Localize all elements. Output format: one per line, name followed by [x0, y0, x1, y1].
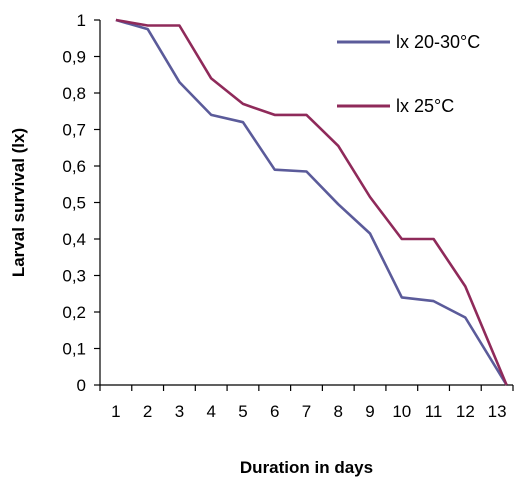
x-axis-ticks: 1 2 3 4 5 6 7 8 9 10 11 12 13 — [99, 385, 514, 421]
chart-axes — [99, 20, 513, 386]
y-tick-label: 0,8 — [62, 84, 86, 103]
series-line-1 — [115, 18, 508, 386]
y-tick-label: 0,5 — [62, 194, 86, 213]
y-tick-label: 0 — [77, 376, 86, 395]
y-tick-label: 0,7 — [62, 121, 86, 140]
y-tick-label: 1 — [77, 11, 86, 30]
y-axis-ticks: 0 0,1 0,2 0,3 0,4 0,5 0,6 0,7 0,8 0,9 1 — [62, 11, 100, 395]
x-tick-label: 4 — [206, 402, 215, 421]
x-tick-label: 1 — [111, 402, 120, 421]
x-tick-label: 2 — [143, 402, 152, 421]
y-tick-label: 0,6 — [62, 157, 86, 176]
legend-label-series-1: lx 20-30°C — [396, 32, 480, 52]
series-lines — [115, 18, 508, 386]
x-tick-label: 3 — [175, 402, 184, 421]
x-tick-label: 6 — [270, 402, 279, 421]
y-tick-label: 0,2 — [62, 303, 86, 322]
y-tick-label: 0,1 — [62, 340, 86, 359]
y-tick-label: 0,3 — [62, 267, 86, 286]
x-tick-label: 8 — [334, 402, 343, 421]
series-line-2 — [115, 18, 508, 386]
x-tick-label: 13 — [488, 402, 507, 421]
y-tick-label: 0,9 — [62, 48, 86, 67]
x-axis-title: Duration in days — [240, 458, 373, 477]
x-tick-label: 12 — [456, 402, 475, 421]
x-tick-label: 9 — [365, 402, 374, 421]
x-tick-label: 7 — [302, 402, 311, 421]
x-tick-label: 11 — [425, 402, 443, 421]
legend-label-series-2: lx 25°C — [396, 96, 454, 116]
legend: lx 20-30°C lx 25°C — [337, 32, 480, 116]
y-tick-label: 0,4 — [62, 230, 86, 249]
y-axis-title: Larval survival (lx) — [9, 128, 28, 277]
x-tick-label: 10 — [392, 402, 411, 421]
x-tick-label: 5 — [238, 402, 247, 421]
